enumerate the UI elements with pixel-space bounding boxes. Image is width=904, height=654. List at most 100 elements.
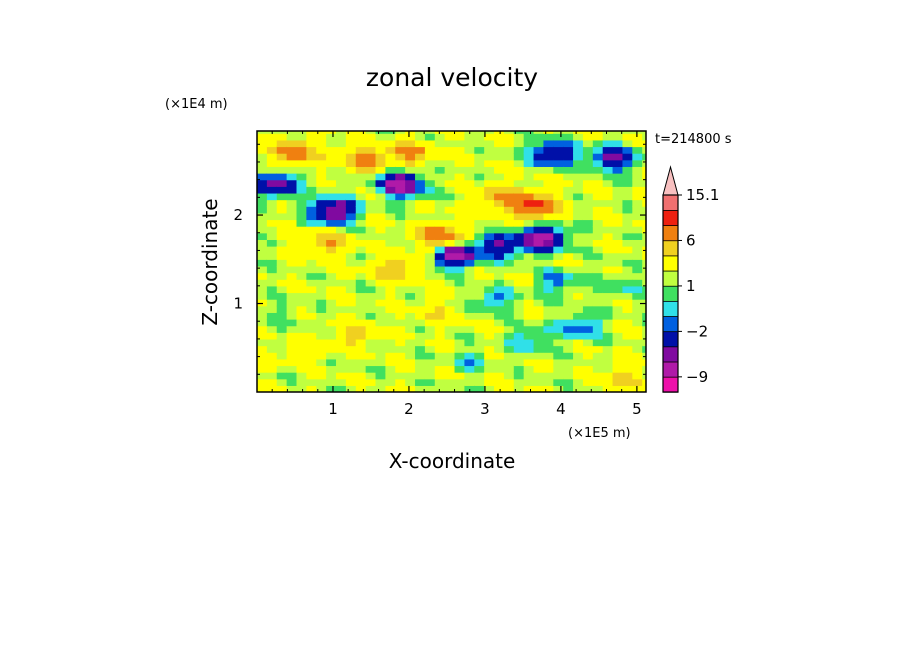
field-cell	[513, 199, 525, 207]
field-cell	[365, 179, 377, 187]
field-cell	[276, 279, 288, 287]
field-cell	[266, 239, 278, 247]
field-cell	[257, 159, 268, 167]
field-cell	[632, 279, 643, 287]
field-cell	[622, 179, 633, 187]
field-cell	[316, 285, 327, 294]
field-cell	[326, 352, 337, 360]
field-cell	[405, 378, 416, 386]
field-cell	[503, 226, 515, 234]
field-cell	[444, 246, 456, 254]
field-cell	[602, 199, 614, 207]
field-cell	[474, 219, 485, 227]
field-cell	[523, 226, 535, 234]
field-cell	[405, 173, 416, 181]
field-cell	[365, 372, 377, 380]
field-cell	[355, 332, 367, 340]
field-cell	[385, 206, 396, 214]
field-cell	[434, 305, 446, 313]
field-cell	[266, 272, 278, 280]
field-cell	[336, 265, 347, 274]
field-cell	[543, 206, 554, 214]
field-cell	[385, 239, 396, 247]
field-cell	[523, 206, 535, 214]
field-cell	[602, 319, 614, 327]
field-cell	[326, 305, 337, 313]
field-cell	[444, 159, 456, 167]
field-cell	[592, 133, 604, 141]
field-cell	[533, 352, 545, 360]
field-cell	[434, 232, 446, 240]
field-cell	[395, 285, 406, 294]
field-cell	[326, 319, 337, 327]
field-cell	[415, 325, 426, 333]
field-cell	[533, 206, 545, 214]
field-cell	[405, 232, 416, 240]
field-cell	[573, 292, 584, 300]
field-cell	[632, 365, 643, 373]
field-cell	[365, 173, 377, 181]
field-cell	[553, 299, 564, 307]
field-cell	[454, 212, 466, 221]
field-cell	[286, 378, 298, 386]
field-cell	[424, 338, 436, 347]
field-cell	[306, 345, 317, 353]
field-cell	[424, 139, 436, 148]
field-cell	[602, 246, 614, 254]
field-cell	[563, 246, 574, 254]
field-cell	[395, 372, 406, 380]
field-cell	[612, 226, 624, 234]
field-cell	[573, 186, 584, 194]
field-cell	[336, 319, 347, 327]
field-cell	[602, 252, 614, 260]
x-tick-label: 1	[328, 400, 338, 418]
field-cell	[533, 292, 545, 300]
field-cell	[306, 131, 317, 134]
field-cell	[306, 265, 317, 274]
field-cell	[632, 139, 643, 148]
field-cell	[266, 166, 278, 174]
field-cell	[257, 292, 268, 300]
field-cell	[632, 159, 643, 167]
field-cell	[424, 358, 436, 367]
field-cell	[582, 173, 594, 181]
field-cell	[642, 358, 646, 367]
field-cell	[375, 299, 386, 307]
field-cell	[345, 305, 357, 313]
field-cell	[345, 133, 357, 141]
field-cell	[543, 319, 554, 327]
field-cell	[316, 358, 327, 367]
field-cell	[592, 212, 604, 221]
field-cell	[573, 139, 584, 148]
field-cell	[513, 252, 525, 260]
field-cell	[415, 332, 426, 340]
field-cell	[484, 246, 495, 254]
field-cell	[434, 212, 446, 221]
field-cell	[503, 199, 515, 207]
field-cell	[345, 325, 357, 333]
field-cell	[513, 292, 525, 300]
field-cell	[533, 259, 545, 267]
field-cell	[513, 219, 525, 227]
field-cell	[622, 312, 633, 320]
field-cell	[582, 146, 594, 154]
field-cell	[632, 358, 643, 367]
field-cell	[355, 199, 367, 207]
field-cell	[592, 292, 604, 300]
field-cell	[336, 179, 347, 187]
field-cell	[533, 146, 545, 154]
field-cell	[385, 272, 396, 280]
field-cell	[523, 265, 535, 274]
field-cell	[365, 279, 377, 287]
field-cell	[326, 166, 337, 174]
field-cell	[563, 206, 574, 214]
field-cell	[286, 338, 298, 347]
field-cell	[355, 292, 367, 300]
field-cell	[424, 186, 436, 194]
field-cell	[454, 312, 466, 320]
field-cell	[642, 279, 646, 287]
field-cell	[424, 272, 436, 280]
field-cell	[395, 305, 406, 313]
field-cell	[523, 272, 535, 280]
field-cell	[592, 345, 604, 353]
